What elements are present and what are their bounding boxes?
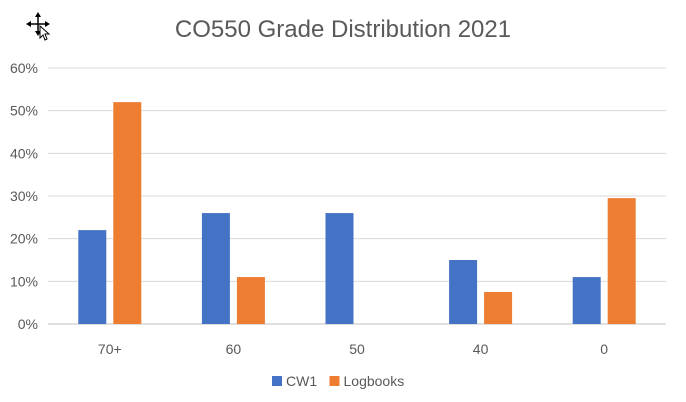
y-tick-label: 0% <box>18 316 38 332</box>
y-tick-label: 10% <box>10 273 38 289</box>
bar-cw1-50 <box>325 213 354 324</box>
bar-cw1-40 <box>449 260 478 324</box>
legend: CW1 Logbooks <box>272 373 404 389</box>
x-tick-label: 50 <box>349 341 365 357</box>
legend-label-cw1: CW1 <box>286 373 317 389</box>
x-tick-label: 0 <box>600 341 608 357</box>
y-tick-label: 40% <box>10 145 38 161</box>
bar-logbooks-0 <box>607 198 636 324</box>
grid <box>48 67 666 325</box>
x-axis-ticks: 70+ 60 50 40 0 <box>98 341 608 357</box>
legend-swatch-logbooks <box>329 376 340 386</box>
bar-logbooks-60 <box>236 277 265 324</box>
chart-title: CO550 Grade Distribution 2021 <box>175 16 511 43</box>
y-tick-label: 20% <box>10 231 38 247</box>
bars <box>78 102 636 324</box>
y-tick-label: 50% <box>10 103 38 119</box>
bar-cw1-70+ <box>78 230 107 324</box>
bar-logbooks-70+ <box>113 102 142 324</box>
y-tick-label: 30% <box>10 188 38 204</box>
bar-cw1-60 <box>201 213 230 324</box>
bar-logbooks-40 <box>484 292 513 324</box>
bar-cw1-0 <box>572 277 601 324</box>
x-tick-label: 40 <box>473 341 489 357</box>
legend-swatch-cw1 <box>272 376 282 386</box>
x-tick-label: 70+ <box>98 341 122 357</box>
y-tick-label: 60% <box>10 60 38 76</box>
move-cursor-icon <box>26 12 51 41</box>
y-axis-ticks: 0% 10% 20% 30% 40% 50% 60% <box>10 60 38 332</box>
legend-label-logbooks: Logbooks <box>344 373 405 389</box>
x-tick-label: 60 <box>226 341 242 357</box>
